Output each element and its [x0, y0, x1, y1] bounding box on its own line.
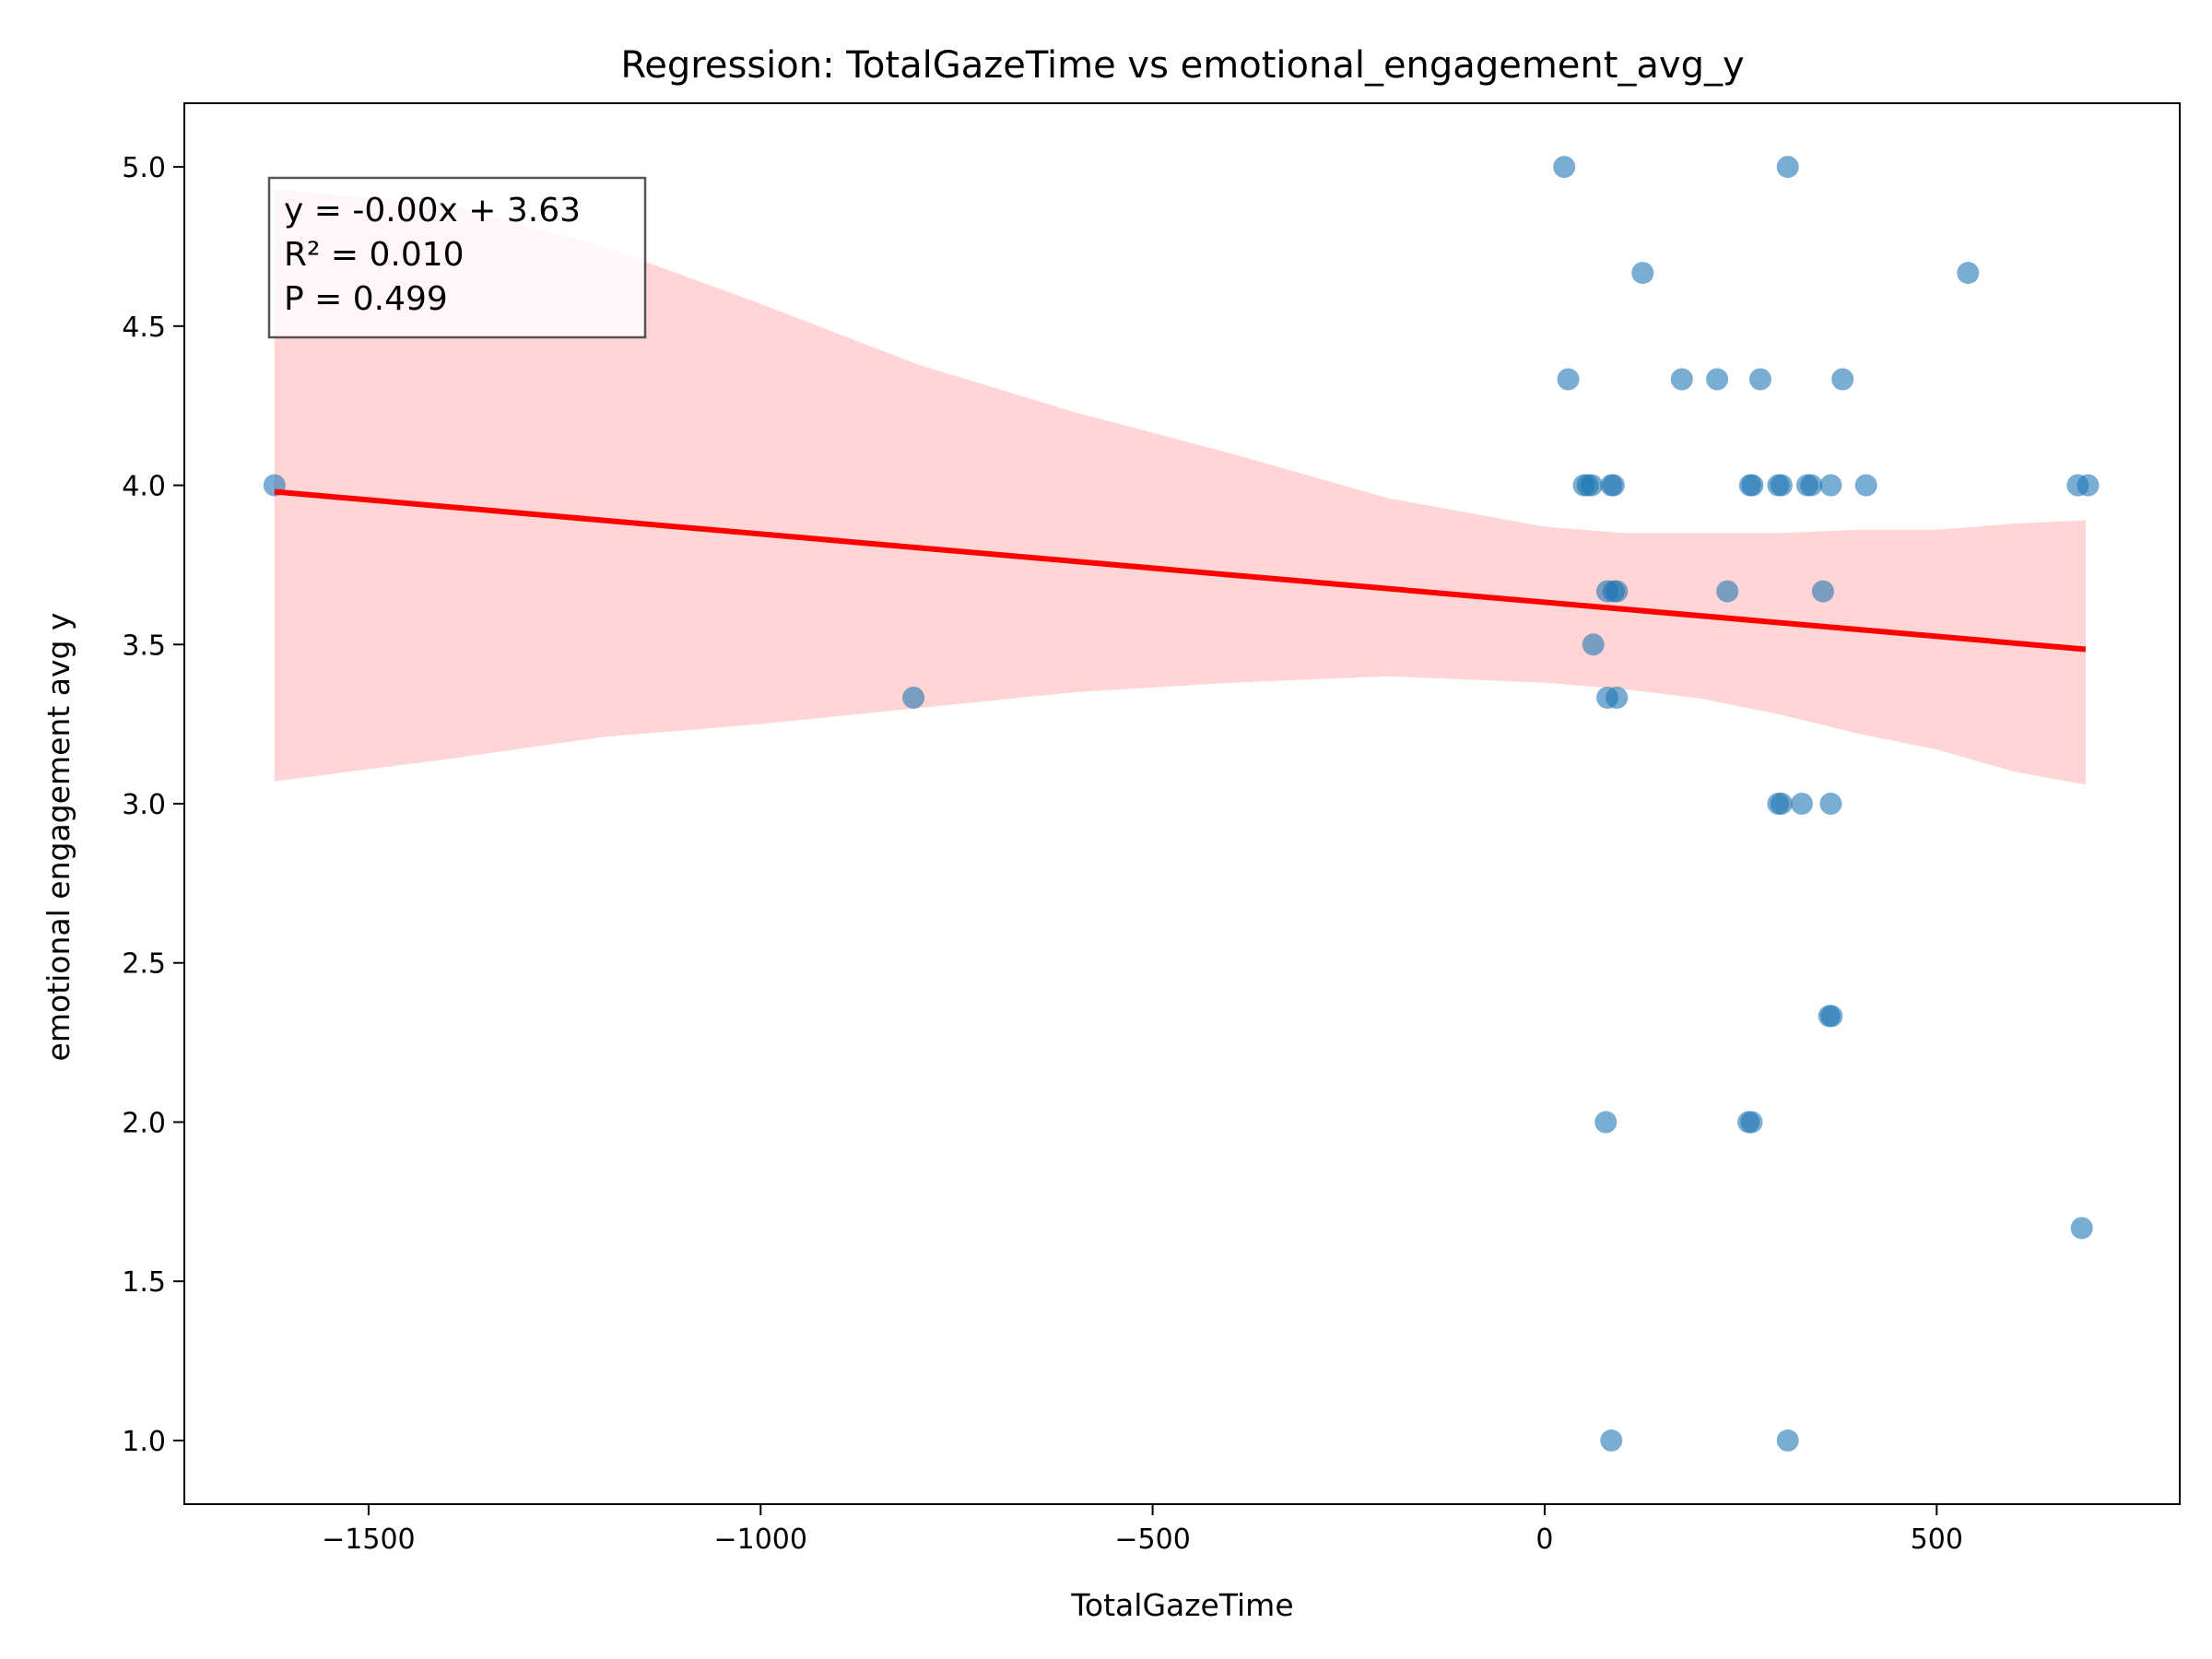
y-tick-label: 3.5 [122, 629, 166, 662]
scatter-point [1581, 474, 1603, 497]
y-tick-label: 2.0 [122, 1107, 166, 1139]
scatter-point [902, 687, 925, 709]
scatter-point [1602, 474, 1625, 497]
y-tick-label: 4.0 [122, 471, 166, 503]
stats-box-frame [267, 176, 647, 339]
y-tick-label: 4.5 [122, 312, 166, 344]
scatter-point [1770, 793, 1793, 815]
x-tick-label: 0 [1535, 1524, 1553, 1556]
regression-stats-box: y = -0.00x + 3.63 R² = 0.010 P = 0.499 [267, 176, 647, 339]
x-tick-label: −1000 [714, 1524, 807, 1556]
y-axis-label: emotional engagement avg y [41, 613, 76, 1062]
scatter-point [1770, 474, 1793, 497]
scatter-point [1957, 262, 1980, 285]
scatter-point [1557, 368, 1580, 391]
scatter-point [1791, 793, 1813, 815]
y-tick-label: 1.5 [122, 1266, 166, 1299]
y-tick-label: 2.5 [122, 948, 166, 981]
scatter-point [1716, 580, 1739, 603]
x-tick-label: −500 [1114, 1524, 1190, 1556]
scatter-point [1776, 1429, 1799, 1452]
y-tick-label: 3.0 [122, 789, 166, 821]
x-axis-label: TotalGazeTime [1070, 1587, 1293, 1623]
scatter-point [1800, 474, 1823, 497]
scatter-point [1811, 580, 1834, 603]
scatter-point [1706, 368, 1729, 391]
scatter-point [1631, 262, 1654, 285]
stats-p-value: P = 0.499 [284, 280, 448, 318]
x-axis: −1500 −1000 −500 0 500 [322, 1504, 1963, 1556]
y-tick-label: 5.0 [122, 152, 166, 184]
scatter-point [1776, 156, 1799, 179]
plot-area [263, 156, 2100, 1452]
scatter-point [1831, 368, 1854, 391]
scatter-point [1854, 474, 1877, 497]
scatter-point [1594, 1111, 1618, 1134]
chart-title: Regression: TotalGazeTime vs emotional_e… [620, 44, 1744, 87]
scatter-point [1582, 633, 1605, 656]
scatter-point [2070, 1217, 2093, 1240]
scatter-point [1820, 1005, 1843, 1028]
stats-equation: y = -0.00x + 3.63 [284, 192, 581, 229]
scatter-point [1606, 687, 1629, 709]
y-tick-label: 1.0 [122, 1426, 166, 1458]
scatter-point [1819, 474, 1842, 497]
scatter-point [1606, 580, 1629, 603]
confidence-band [274, 189, 2086, 785]
scatter-point [2077, 474, 2100, 497]
scatter-point [1670, 368, 1693, 391]
x-tick-label: 500 [1911, 1524, 1963, 1556]
scatter-point [1741, 474, 1764, 497]
scatter-point [1553, 156, 1576, 179]
stats-r-squared: R² = 0.010 [284, 236, 465, 274]
x-tick-label: −1500 [322, 1524, 415, 1556]
y-axis: 1.0 1.5 2.0 2.5 3.0 3.5 4.0 4.5 5.0 [122, 152, 184, 1458]
scatter-point [1819, 793, 1842, 815]
scatter-point [1748, 368, 1771, 391]
regression-line [274, 488, 2087, 653]
scatter-point [1740, 1111, 1763, 1134]
scatter-point [1600, 1429, 1623, 1452]
